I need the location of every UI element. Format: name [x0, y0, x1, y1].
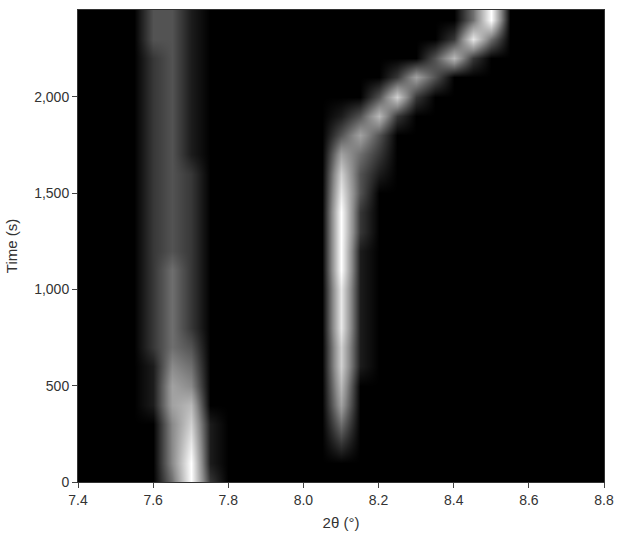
- svg-text:8.8: 8.8: [594, 492, 614, 508]
- svg-text:1,000: 1,000: [34, 281, 69, 297]
- svg-text:7.4: 7.4: [68, 492, 88, 508]
- svg-text:2,000: 2,000: [34, 89, 69, 105]
- svg-text:1,500: 1,500: [34, 185, 69, 201]
- svg-text:7.8: 7.8: [219, 492, 239, 508]
- svg-text:2θ (°): 2θ (°): [323, 514, 360, 531]
- svg-text:500: 500: [46, 378, 70, 394]
- svg-text:7.6: 7.6: [143, 492, 163, 508]
- svg-text:8.6: 8.6: [519, 492, 539, 508]
- svg-text:0: 0: [61, 474, 69, 490]
- svg-text:8.4: 8.4: [444, 492, 464, 508]
- svg-text:8.2: 8.2: [369, 492, 389, 508]
- svg-text:Time (s): Time (s): [3, 219, 20, 273]
- svg-text:8.0: 8.0: [294, 492, 314, 508]
